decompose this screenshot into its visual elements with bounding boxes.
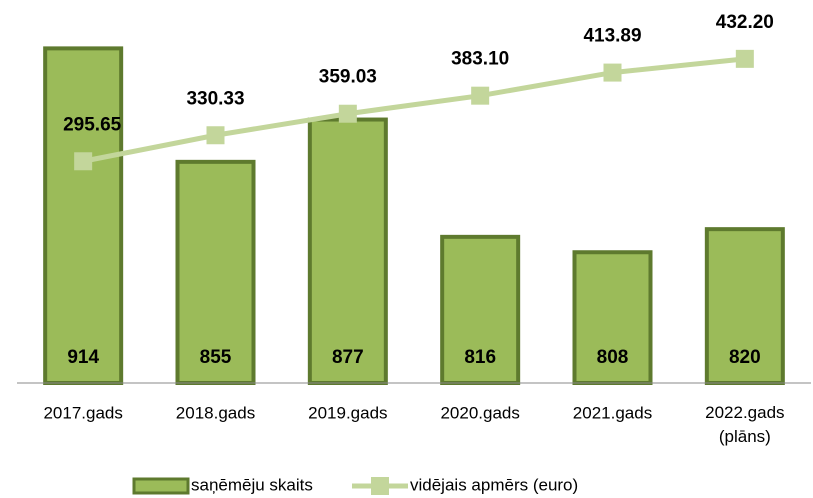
legend-label: vidējais apmērs (euro) [410, 475, 578, 494]
line-marker [338, 104, 357, 123]
line-value-label: 295.65 [63, 114, 122, 135]
bar-value-label: 877 [332, 347, 364, 368]
legend-label: saņēmēju skaits [191, 475, 313, 494]
line-value-label: 330.33 [186, 88, 244, 109]
bar-value-label: 808 [597, 347, 629, 368]
bar [43, 46, 124, 386]
x-tick-label: 2017.gads [43, 403, 122, 422]
line-marker [603, 63, 622, 82]
bar [175, 159, 256, 385]
bar [307, 117, 388, 386]
legend-swatch [371, 477, 389, 495]
line-value-label: 413.89 [583, 26, 641, 47]
line-marker [206, 126, 225, 145]
line-marker [74, 152, 93, 171]
line-marker [471, 86, 490, 105]
line-value-label: 383.10 [451, 49, 509, 70]
x-tick-label: 2021.gads [573, 403, 652, 422]
line-marker [735, 49, 754, 68]
line-value-label: 359.03 [319, 67, 377, 88]
x-tick-label: 2018.gads [176, 403, 255, 422]
x-tick-label: 2019.gads [308, 403, 387, 422]
x-tick-label: 2020.gads [440, 403, 519, 422]
legend-swatch [132, 477, 190, 495]
line-value-label: 432.20 [716, 12, 774, 33]
bar [704, 227, 785, 385]
bar-value-label: 914 [67, 347, 99, 368]
bar-value-label: 816 [464, 347, 496, 368]
x-tick-label: 2022.gads (plāns) [705, 403, 784, 446]
bar-value-label: 855 [200, 347, 232, 368]
line [82, 56, 746, 164]
bar-value-label: 820 [729, 347, 761, 368]
